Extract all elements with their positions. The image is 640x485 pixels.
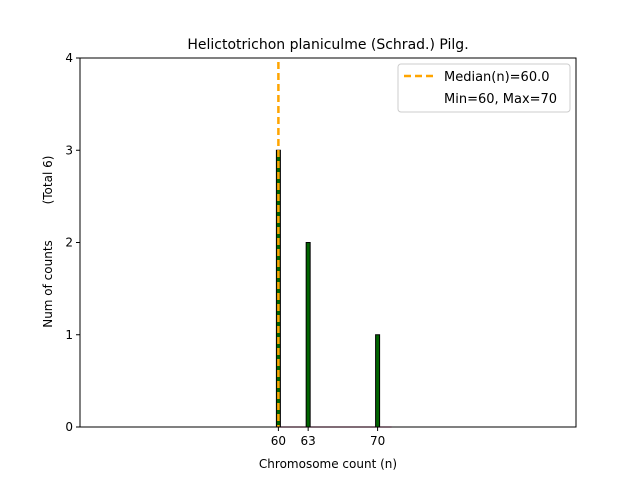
y-tick-label-3: 3 xyxy=(65,143,73,157)
x-tick-label-70: 70 xyxy=(370,434,385,448)
x-tick-label-63: 63 xyxy=(301,434,316,448)
y-tick-label-0: 0 xyxy=(65,420,73,434)
legend: Median(n)=60.0 Min=60, Max=70 xyxy=(397,63,571,113)
legend-median-label: Median(n)=60.0 xyxy=(444,70,550,85)
chart-title: Helictotrichon planiculme (Schrad.) Pilg… xyxy=(187,37,468,53)
y-tick-label-1: 1 xyxy=(65,328,73,342)
y-tick-label-4: 4 xyxy=(65,51,73,65)
plot-area: 0 1 2 3 4 60 63 70 xyxy=(65,51,577,448)
legend-range-label: Min=60, Max=70 xyxy=(444,92,557,107)
x-tick-label-60: 60 xyxy=(271,434,286,448)
y-axis-total-label: (Total 6) xyxy=(41,156,55,205)
legend-frame xyxy=(397,63,571,113)
y-tick-label-2: 2 xyxy=(65,236,73,250)
bar-63 xyxy=(305,242,311,428)
bar-70 xyxy=(375,334,381,428)
x-axis-label: Chromosome count (n) xyxy=(259,457,397,471)
y-axis-label: Num of counts xyxy=(41,240,55,328)
